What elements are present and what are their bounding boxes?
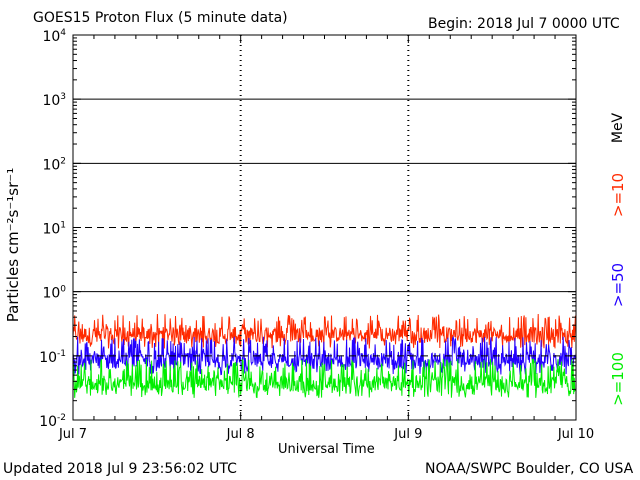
x-tick-label: Jul 7: [58, 427, 87, 442]
y-tick-label: 10-1: [39, 349, 66, 366]
updated-timestamp: Updated 2018 Jul 9 23:56:02 UTC: [3, 461, 237, 477]
series-line-ge100: [72, 358, 577, 399]
legend-ge50: >=50: [609, 262, 627, 308]
unit-label: MeV: [610, 112, 626, 144]
y-tick-label: 100: [42, 285, 66, 302]
y-tick-label: 104: [42, 28, 66, 45]
x-axis-label: Universal Time: [278, 442, 375, 457]
x-tick-label: Jul 9: [393, 427, 422, 442]
series-line-ge10: [72, 313, 577, 349]
chart-title: GOES15 Proton Flux (5 minute data): [33, 10, 288, 26]
y-tick-label: 10-2: [39, 413, 66, 430]
y-axis-label: Particles cm⁻²s⁻¹sr⁻¹: [4, 167, 22, 323]
x-tick-label: Jul 10: [557, 427, 594, 442]
credit-label: NOAA/SWPC Boulder, CO USA: [425, 461, 634, 477]
y-tick-label: 103: [42, 92, 66, 109]
y-tick-label: 102: [42, 156, 66, 173]
legend-ge10: >=10: [609, 172, 627, 218]
begin-time-label: Begin: 2018 Jul 7 0000 UTC: [428, 16, 620, 32]
y-tick-label: 101: [42, 221, 66, 238]
legend-ge100: >=100: [609, 352, 627, 406]
x-tick-label: Jul 8: [226, 427, 255, 442]
